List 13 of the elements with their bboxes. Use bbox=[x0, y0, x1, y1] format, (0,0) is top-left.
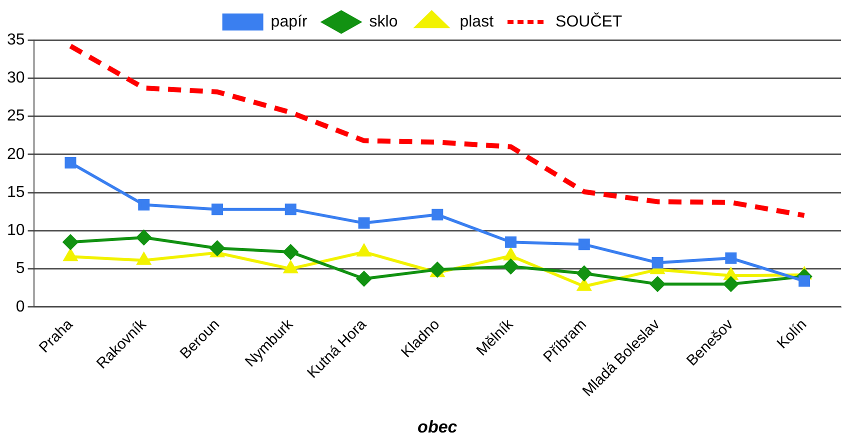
legend-label: SOUČET bbox=[556, 12, 622, 30]
y-tick-label: 35 bbox=[7, 31, 25, 48]
y-tick-label: 25 bbox=[7, 108, 25, 125]
y-tick-label: 15 bbox=[7, 184, 25, 201]
legend-label: papír bbox=[270, 13, 308, 30]
y-tick-label: 10 bbox=[7, 222, 25, 240]
legend-label: sklo bbox=[369, 13, 398, 30]
y-tick-label: 30 bbox=[7, 70, 25, 87]
y-tick-label: 0 bbox=[16, 298, 25, 316]
x-axis-title: obec bbox=[418, 417, 458, 436]
legend-label: plast bbox=[460, 13, 494, 30]
y-tick-label: 20 bbox=[7, 146, 25, 163]
y-tick-label: 5 bbox=[16, 260, 25, 278]
